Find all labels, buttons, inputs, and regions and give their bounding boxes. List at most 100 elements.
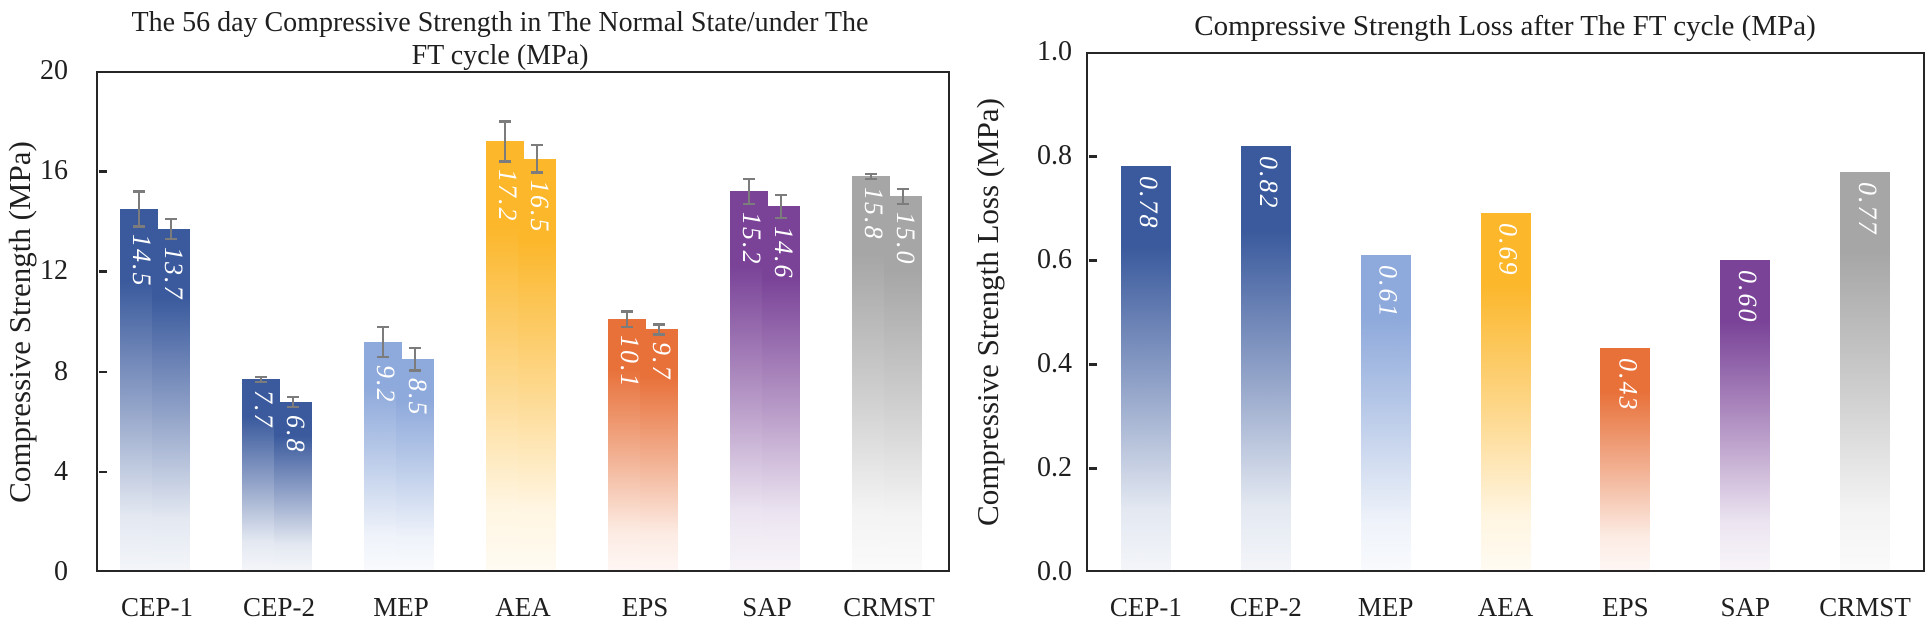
y-tick-label-16: 16	[40, 155, 68, 187]
chart-title-left-line2: FT cycle (MPa)	[411, 40, 589, 71]
value-label-CEP-1-s1: 14.5	[127, 234, 156, 288]
value-label-CRMST-s1: 0.77	[1853, 181, 1883, 236]
value-label-CEP-1-s2: 13.7	[159, 246, 188, 301]
bar-EPS-s2	[640, 329, 678, 570]
category-label-MEP: MEP	[1357, 592, 1414, 622]
bar-CEP-2-s1	[1240, 145, 1291, 570]
bar-CRMST-s1	[1840, 171, 1891, 570]
category-label-CEP-1: CEP-1	[120, 592, 193, 622]
category-label-AEA: AEA	[1477, 592, 1534, 622]
error-bar-stem-CEP-2-s1	[260, 376, 262, 382]
y-axis-label-left: Compressive Strength (MPa)	[2, 141, 37, 503]
error-bar-cap-bottom-CEP-1-s1	[133, 225, 145, 228]
error-bar-stem-MEP-s2	[414, 347, 416, 371]
error-bar-cap-top-SAP-s1	[743, 177, 755, 181]
error-bar-stem-AEA-s2	[536, 144, 538, 173]
bar-CEP-1-s1	[1120, 166, 1171, 570]
category-label-CEP-2: CEP-2	[242, 592, 315, 622]
error-bar-cap-bottom-AEA-s2	[531, 171, 543, 174]
error-bar-cap-bottom-EPS-s1	[621, 325, 633, 328]
error-bar-stem-CRMST-s2	[902, 188, 904, 204]
error-bar-stem-SAP-s1	[748, 178, 750, 204]
bar-MEP-s1	[1360, 254, 1411, 570]
value-label-EPS-s1: 0.43	[1613, 358, 1643, 412]
error-bar-cap-bottom-MEP-s1	[377, 355, 389, 359]
category-label-CEP-1: CEP-1	[1109, 592, 1182, 622]
value-label-CRMST-s1: 15.8	[859, 186, 888, 241]
category-label-CEP-2: CEP-2	[1229, 592, 1302, 622]
y-tick-label-0.8: 0.8	[1037, 140, 1072, 171]
error-bar-cap-bottom-EPS-s2	[653, 333, 665, 336]
y-tick-0.8	[1088, 155, 1097, 158]
error-bar-cap-top-CEP-2-s1	[255, 375, 267, 379]
error-bar-cap-bottom-CRMST-s1	[865, 177, 877, 181]
error-bar-cap-bottom-CRMST-s2	[897, 202, 909, 206]
error-bar-cap-top-SAP-s2	[775, 193, 787, 197]
error-bar-cap-top-CEP-2-s2	[287, 395, 299, 399]
error-bar-cap-bottom-AEA-s1	[499, 160, 511, 163]
value-label-AEA-s1: 0.69	[1493, 223, 1523, 277]
error-bar-cap-bottom-CEP-2-s1	[255, 380, 267, 384]
bar-CEP-1-s2	[152, 228, 190, 570]
category-label-MEP: MEP	[373, 592, 429, 622]
category-label-AEA: AEA	[495, 592, 551, 622]
error-bar-stem-CEP-1-s2	[170, 218, 172, 239]
y-tick-label-0.2: 0.2	[1037, 452, 1072, 483]
error-bar-stem-SAP-s2	[780, 194, 782, 218]
error-bar-cap-top-CRMST-s2	[897, 187, 909, 191]
bar-MEP-s1	[364, 341, 402, 570]
value-label-SAP-s2: 14.6	[769, 225, 798, 280]
error-bar-cap-bottom-CEP-1-s2	[165, 237, 177, 241]
y-tick-16	[98, 170, 107, 173]
plot-frame-loss	[1086, 52, 1925, 572]
bar-AEA-s1	[486, 141, 524, 570]
bar-EPS-s1	[1600, 348, 1651, 570]
error-bar-cap-bottom-SAP-s2	[775, 216, 787, 220]
category-label-CRMST: CRMST	[843, 592, 935, 622]
error-bar-cap-top-AEA-s1	[499, 120, 511, 123]
value-label-CEP-2-s1: 7.7	[249, 389, 278, 429]
value-label-EPS-s2: 9.7	[647, 342, 676, 381]
bar-SAP-s1	[1720, 260, 1771, 570]
value-label-MEP-s2: 8.5	[403, 378, 432, 417]
error-bar-stem-EPS-s2	[658, 324, 660, 335]
chart-title-right: Compressive Strength Loss after The FT c…	[1194, 10, 1816, 42]
y-tick-label-0: 0	[54, 556, 68, 587]
value-label-CRMST-s2: 15.0	[891, 211, 920, 266]
y-tick-label-8: 8	[54, 355, 68, 387]
category-label-SAP: SAP	[742, 592, 792, 622]
value-label-EPS-s1: 10.1	[615, 334, 644, 389]
value-label-SAP-s1: 15.2	[737, 211, 766, 266]
bar-CEP-2-s1	[242, 379, 280, 570]
y-tick-label-1: 1.0	[1037, 36, 1072, 67]
error-bar-cap-top-MEP-s2	[409, 346, 421, 350]
y-tick-label-0: 0.0	[1037, 556, 1072, 587]
error-bar-stem-MEP-s1	[382, 326, 384, 357]
category-label-EPS: EPS	[621, 592, 669, 622]
error-bar-stem-AEA-s1	[504, 121, 506, 162]
y-tick-label-12: 12	[40, 255, 68, 287]
error-bar-cap-top-MEP-s1	[377, 325, 389, 328]
value-label-CEP-1-s1: 0.78	[1133, 176, 1163, 230]
y-tick-0.4	[1088, 363, 1097, 366]
error-bar-cap-bottom-CEP-2-s2	[287, 405, 299, 409]
bar-SAP-s2	[762, 206, 800, 570]
y-tick-0.2	[1088, 467, 1097, 470]
category-label-SAP: SAP	[1720, 592, 1770, 622]
value-label-SAP-s1: 0.60	[1733, 270, 1763, 324]
error-bar-stem-EPS-s1	[626, 311, 628, 327]
y-tick-label-20: 20	[40, 55, 68, 86]
y-tick-label-0.4: 0.4	[1037, 348, 1072, 379]
bar-AEA-s2	[518, 158, 556, 570]
y-tick-0.6	[1088, 259, 1097, 262]
bar-CRMST-s1	[852, 176, 890, 570]
error-bar-cap-top-AEA-s2	[531, 143, 543, 147]
error-bar-cap-top-CEP-1-s2	[165, 217, 177, 221]
value-label-MEP-s1: 0.61	[1373, 264, 1403, 319]
value-label-CEP-2-s1: 0.82	[1253, 155, 1283, 210]
error-bar-cap-top-CRMST-s1	[865, 172, 877, 176]
chart-title-left: The 56 day Compressive Strength in The N…	[40, 6, 960, 72]
bar-MEP-s2	[396, 359, 434, 570]
error-bar-stem-CEP-1-s1	[138, 191, 140, 227]
value-label-MEP-s1: 9.2	[371, 364, 400, 404]
